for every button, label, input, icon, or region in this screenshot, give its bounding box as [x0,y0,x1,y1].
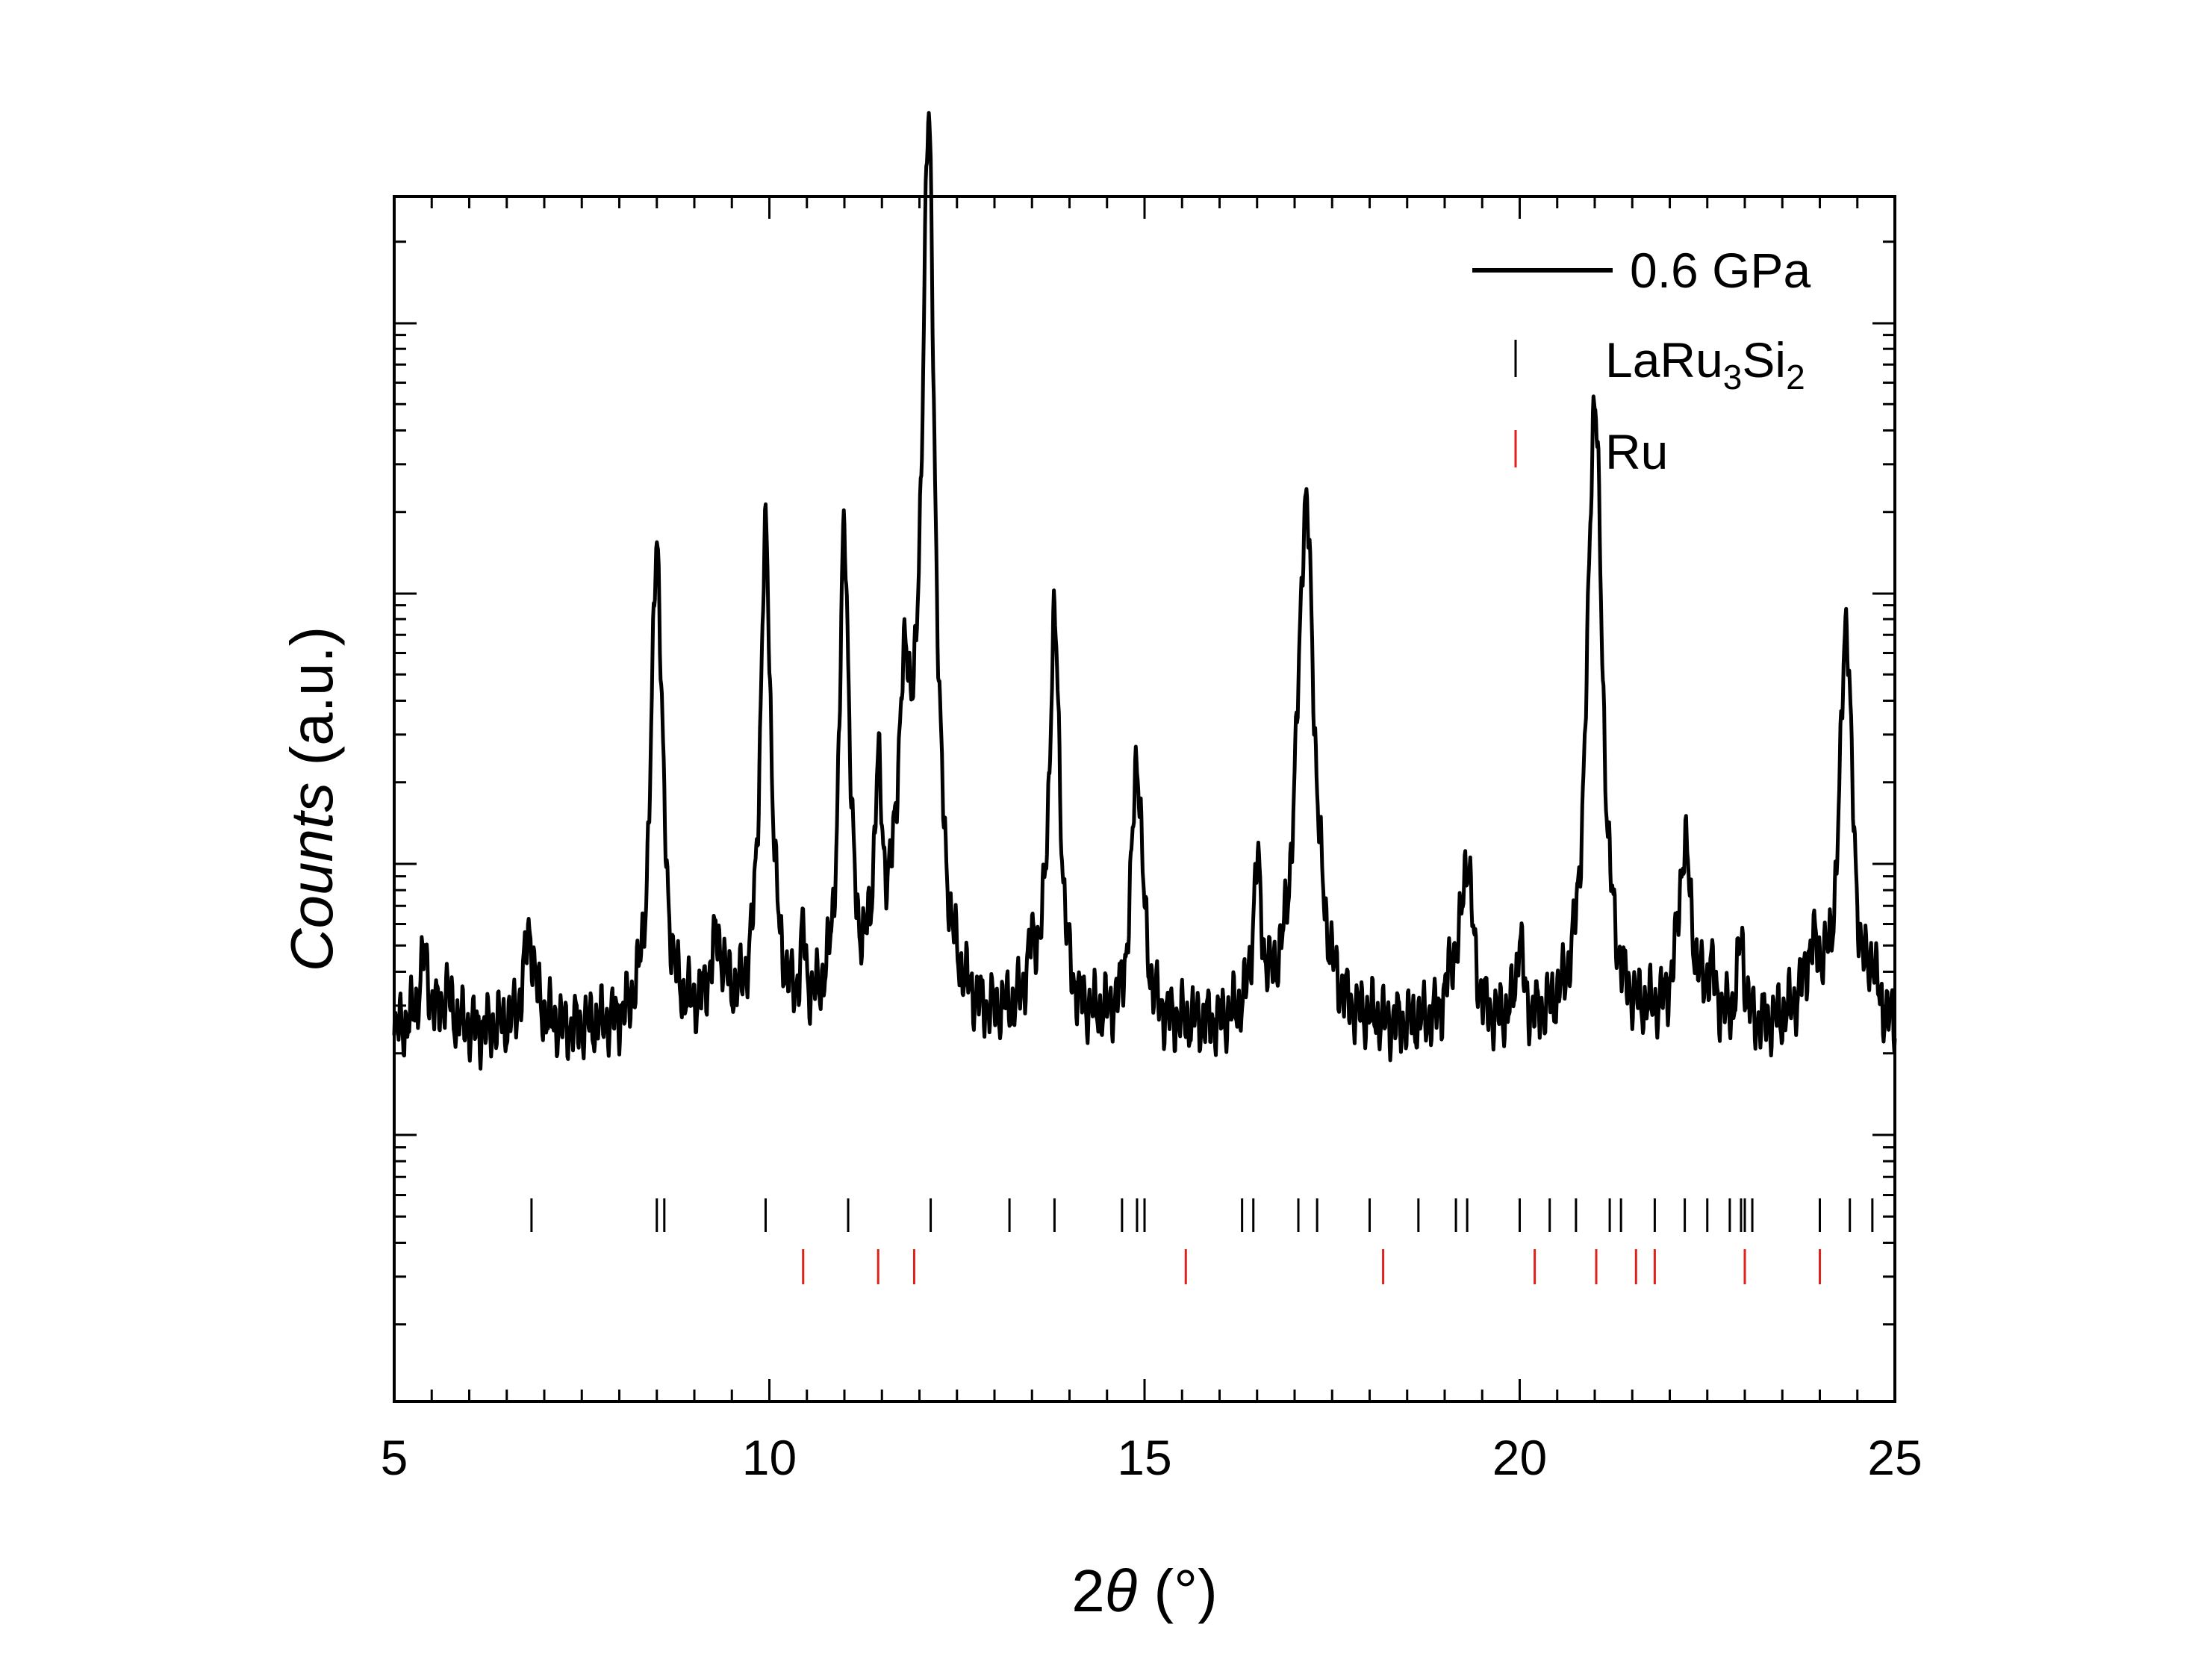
x-tick-label: 5 [381,1430,408,1485]
x-tick-label: 20 [1492,1430,1547,1485]
legend-label-0-6-gpa: 0.6 GPa [1630,243,1811,298]
legend-label-laru3si2: LaRu3Si2 [1605,332,1805,396]
x-tick-label: 15 [1117,1430,1171,1485]
series-line-0-6-gpa [392,111,1897,1071]
x-tick-label: 25 [1867,1430,1922,1485]
y-axis-label: Counts (a.u.) [278,626,345,971]
axis-ticks [393,196,1896,1401]
legend-label-ru: Ru [1605,424,1668,479]
x-axis-label: 2θ (°) [1071,1558,1217,1624]
x-tick-label: 10 [742,1430,797,1485]
reflection-markers [530,1198,1874,1284]
legend: 0.6 GPa LaRu3Si2 Ru [1472,243,1811,479]
x-tick-labels: 5 10 15 20 25 [381,1430,1922,1485]
